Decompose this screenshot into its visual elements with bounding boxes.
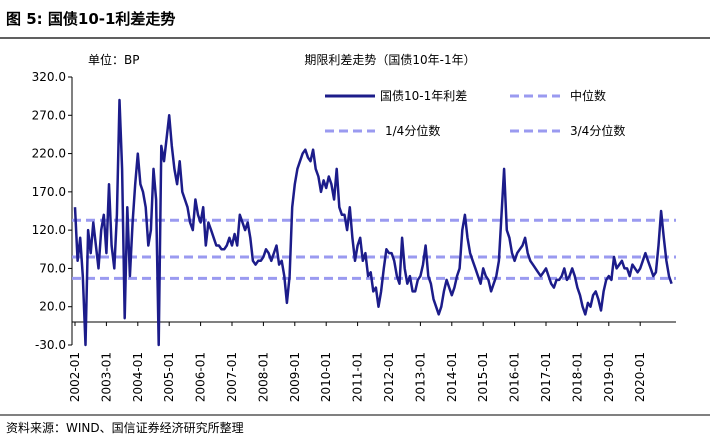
legend-label: 3/4分位数 (570, 123, 625, 138)
x-tick-label: 2010-01 (319, 352, 333, 402)
x-tick-label: 2009-01 (288, 352, 302, 402)
x-tick-label: 2003-01 (99, 352, 113, 402)
chart-title: 期限利差走势（国债10年-1年） (304, 53, 475, 67)
y-tick-label: 270.0 (32, 108, 66, 122)
data-line (73, 98, 673, 347)
legend-label: 1/4分位数 (385, 123, 440, 138)
x-tick-label: 2019-01 (602, 352, 616, 402)
x-tick-label: 2015-01 (476, 352, 490, 402)
x-tick-label: 2018-01 (570, 352, 584, 402)
x-tick-label: 2013-01 (413, 352, 427, 402)
y-tick-label: 120.0 (32, 223, 66, 237)
x-tick-label: 2004-01 (131, 352, 145, 402)
unit-label: 单位：BP (88, 52, 139, 67)
x-tick-label: 2017-01 (539, 352, 553, 402)
x-tick-label: 2007-01 (225, 352, 239, 402)
legend-label: 中位数 (570, 88, 606, 103)
x-tick-label: 2012-01 (382, 352, 396, 402)
x-tick-label: 2002-01 (68, 352, 82, 402)
x-tick-label: 2006-01 (194, 352, 208, 402)
y-tick-label: 20.0 (39, 300, 66, 314)
x-tick-label: 2005-01 (162, 352, 176, 402)
legend-label: 国债10-1年利差 (380, 89, 467, 103)
x-tick-label: 2016-01 (508, 352, 522, 402)
y-tick-label: 320.0 (32, 70, 66, 84)
x-tick-label: 2008-01 (256, 352, 270, 402)
x-tick-label: 2011-01 (351, 352, 365, 402)
y-tick-label: -30.0 (35, 338, 66, 352)
source: 资料来源：WIND、国信证券经济研究所整理 (6, 420, 244, 435)
y-tick-label: 220.0 (32, 147, 66, 161)
figure-title: 图 5: 国债10-1利差走势 (6, 10, 175, 28)
x-tick-label: 2014-01 (445, 352, 459, 402)
x-tick-label: 2020-01 (633, 352, 647, 402)
y-tick-label: 70.0 (39, 261, 66, 275)
y-tick-label: 170.0 (32, 185, 66, 199)
